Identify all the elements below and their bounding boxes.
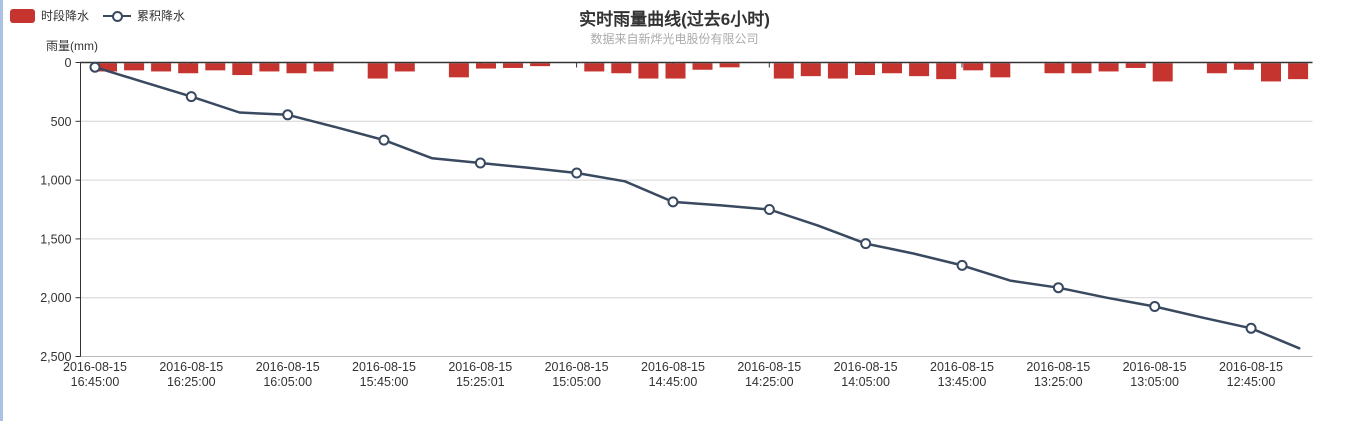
line-series-swatch-icon bbox=[103, 9, 132, 23]
chart-title: 实时雨量曲线(过去6小时) bbox=[579, 10, 770, 29]
x-tick-label: 2016-08-15 12:45:00 bbox=[1219, 360, 1283, 389]
period-rain-bar[interactable] bbox=[394, 63, 415, 72]
x-tick-label: 2016-08-15 16:25:00 bbox=[159, 360, 223, 389]
bar-series-swatch-icon bbox=[10, 8, 35, 23]
period-rain-bar[interactable] bbox=[205, 63, 226, 71]
period-rain-bar[interactable] bbox=[936, 63, 957, 80]
period-rain-bar[interactable] bbox=[638, 63, 659, 79]
cumulative-rain-marker[interactable] bbox=[185, 91, 197, 103]
period-rain-bar[interactable] bbox=[1071, 63, 1092, 74]
period-rain-bars bbox=[97, 63, 1309, 82]
period-rain-bar[interactable] bbox=[313, 63, 334, 72]
cumulative-rain-marker[interactable] bbox=[667, 196, 679, 208]
cumulative-rain-marker[interactable] bbox=[1052, 282, 1064, 294]
period-rain-bar[interactable] bbox=[97, 63, 117, 72]
cumulative-rain-marker[interactable] bbox=[282, 109, 294, 121]
x-tick-label: 2016-08-15 13:05:00 bbox=[1123, 360, 1187, 389]
period-rain-bar[interactable] bbox=[963, 63, 984, 71]
cumulative-rain-marker[interactable] bbox=[956, 259, 968, 271]
period-rain-bar[interactable] bbox=[286, 63, 307, 74]
y-tick-label: 1,500 bbox=[40, 232, 71, 246]
period-rain-bar[interactable] bbox=[665, 63, 686, 79]
period-rain-bar[interactable] bbox=[1044, 63, 1065, 74]
cumulative-rain-line bbox=[93, 65, 1301, 350]
period-rain-bar[interactable] bbox=[1261, 63, 1281, 82]
period-rain-bar[interactable] bbox=[1098, 63, 1119, 72]
period-rain-bar[interactable] bbox=[1152, 63, 1173, 82]
x-tick-label: 2016-08-15 15:05:00 bbox=[545, 360, 609, 389]
period-rain-bar[interactable] bbox=[855, 63, 875, 76]
chart-subtitle: 数据来自新烨光电股份有限公司 bbox=[590, 32, 759, 46]
period-rain-bar[interactable] bbox=[367, 63, 388, 79]
period-rain-bar[interactable] bbox=[1288, 63, 1309, 80]
period-rain-bar[interactable] bbox=[692, 63, 713, 70]
period-rain-bar[interactable] bbox=[232, 63, 253, 76]
x-tick-label: 2016-08-15 13:25:00 bbox=[1026, 360, 1090, 389]
y-tick-label: 2,000 bbox=[40, 291, 71, 305]
legend: 时段降水 累积降水 bbox=[10, 7, 185, 24]
period-rain-bar[interactable] bbox=[259, 63, 280, 72]
x-tick-label: 2016-08-15 13:45:00 bbox=[930, 360, 994, 389]
cumulative-rain-marker[interactable] bbox=[860, 238, 872, 250]
cumulative-rain-marker[interactable] bbox=[89, 61, 101, 73]
legend-label-period-rain: 时段降水 bbox=[41, 9, 90, 23]
period-rain-bar[interactable] bbox=[1206, 63, 1227, 74]
period-rain-bar[interactable] bbox=[584, 63, 605, 72]
x-tick-label: 2016-08-15 14:05:00 bbox=[834, 360, 898, 389]
period-rain-bar[interactable] bbox=[124, 63, 145, 71]
y-tick-label: 2,500 bbox=[40, 350, 71, 364]
period-rain-bar[interactable] bbox=[530, 63, 551, 67]
period-rain-bar[interactable] bbox=[476, 63, 496, 69]
period-rain-bar[interactable] bbox=[151, 63, 172, 72]
legend-item-period-rain[interactable]: 时段降水 bbox=[10, 7, 89, 24]
period-rain-bar[interactable] bbox=[719, 63, 740, 68]
cumulative-rain-marker[interactable] bbox=[378, 134, 390, 146]
period-rain-bar[interactable] bbox=[800, 63, 821, 77]
x-tick-label: 2016-08-15 16:45:00 bbox=[63, 360, 127, 389]
period-rain-bar[interactable] bbox=[909, 63, 930, 77]
period-rain-bar[interactable] bbox=[178, 63, 199, 74]
cumulative-rain-marker[interactable] bbox=[763, 204, 775, 215]
period-rain-bar[interactable] bbox=[503, 63, 523, 68]
legend-label-cumulative-rain: 累积降水 bbox=[137, 9, 186, 23]
period-rain-bar[interactable] bbox=[1125, 63, 1146, 68]
y-tick-label: 1,000 bbox=[40, 174, 71, 188]
left-edge-strip bbox=[0, 0, 3, 421]
x-tick-label: 2016-08-15 14:45:00 bbox=[641, 360, 705, 389]
y-tick-label: 0 bbox=[65, 56, 72, 70]
cumulative-rain-marker[interactable] bbox=[1245, 322, 1257, 334]
period-rain-bar[interactable] bbox=[990, 63, 1011, 78]
y-axis-labels: 0 500 1,000 1,500 2,000 2,500 bbox=[40, 56, 81, 364]
y-tick-label: 500 bbox=[51, 115, 72, 129]
period-rain-bar[interactable] bbox=[827, 63, 848, 79]
x-tick-label: 2016-08-15 16:05:00 bbox=[256, 360, 320, 389]
cumulative-rain-marker[interactable] bbox=[474, 157, 486, 169]
period-rain-bar[interactable] bbox=[1233, 63, 1254, 70]
x-tick-label: 2016-08-15 15:45:00 bbox=[352, 360, 416, 389]
period-rain-bar[interactable] bbox=[448, 63, 469, 78]
cumulative-rain-marker[interactable] bbox=[571, 167, 583, 179]
period-rain-bar[interactable] bbox=[611, 63, 632, 74]
y-axis-name: 雨量(mm) bbox=[46, 39, 98, 53]
period-rain-bar[interactable] bbox=[882, 63, 902, 74]
x-axis-labels: 2016-08-15 16:45:00 2016-08-15 16:25:00 2016… bbox=[63, 360, 1283, 389]
legend-item-cumulative-rain[interactable]: 累积降水 bbox=[103, 7, 185, 24]
x-tick-label: 2016-08-15 15:25:01 bbox=[448, 360, 512, 389]
x-tick-label: 2016-08-15 14:25:00 bbox=[737, 360, 801, 389]
cumulative-rain-marker[interactable] bbox=[1149, 301, 1161, 312]
period-rain-bar[interactable] bbox=[773, 63, 794, 79]
